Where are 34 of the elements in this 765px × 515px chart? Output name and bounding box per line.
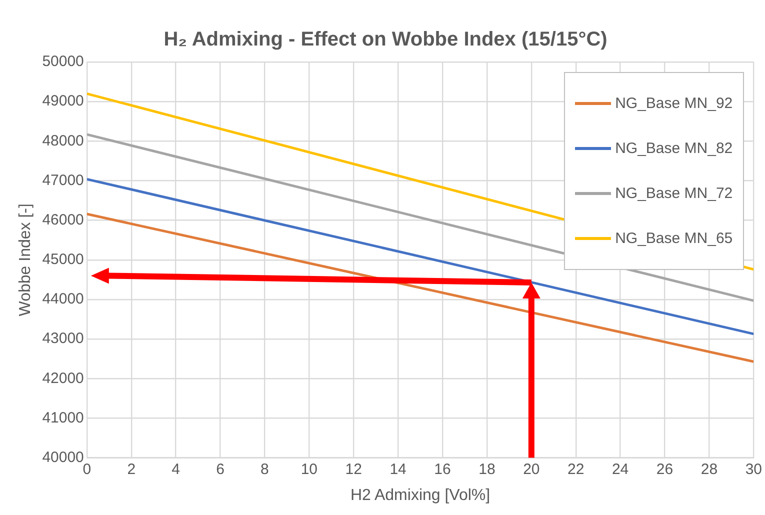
y-tick-label: 47000 — [42, 172, 84, 189]
legend-label: NG_Base MN_65 — [615, 230, 733, 247]
x-tick-label: 6 — [216, 460, 224, 478]
x-tick-label: 8 — [260, 460, 269, 478]
x-tick-label: 26 — [656, 460, 674, 478]
x-tick-label: 10 — [300, 460, 318, 478]
y-tick-label: 50000 — [42, 53, 84, 70]
x-tick-label: 24 — [612, 460, 629, 478]
legend-label: NG_Base MN_82 — [615, 140, 733, 157]
y-tick-label: 48000 — [42, 132, 84, 150]
y-tick-label: 42000 — [42, 370, 84, 387]
x-tick-label: 20 — [523, 460, 540, 478]
x-tick-label: 4 — [172, 460, 180, 478]
x-tick-label: 2 — [127, 460, 136, 478]
x-tick-label: 12 — [345, 460, 362, 478]
y-tick-label: 40000 — [42, 448, 84, 466]
y-tick-label: 49000 — [42, 92, 84, 110]
x-tick-label: 28 — [700, 460, 718, 478]
x-tick-label: 16 — [434, 460, 451, 478]
x-tick-label: 18 — [478, 460, 496, 478]
y-tick-label: 41000 — [42, 409, 84, 426]
x-tick-label: 30 — [745, 460, 762, 478]
y-tick-label: 45000 — [42, 251, 84, 268]
y-tick-label: 44000 — [42, 290, 84, 308]
chart-title: H₂ Admixing - Effect on Wobbe Index (15/15°C) — [164, 28, 608, 51]
legend-label: NG_Base MN_92 — [615, 95, 733, 112]
legend-label: NG_Base MN_72 — [615, 185, 733, 202]
y-tick-label: 43000 — [42, 330, 84, 348]
x-tick-label: 14 — [390, 460, 406, 478]
y-tick-label: 46000 — [42, 211, 84, 228]
x-tick-label: 0 — [82, 460, 92, 478]
x-tick-label: 22 — [568, 460, 584, 478]
x-axis-title: H2 Admixing [Vol%] — [350, 486, 490, 504]
y-axis-title: Wobbe Index [-] — [17, 204, 34, 316]
